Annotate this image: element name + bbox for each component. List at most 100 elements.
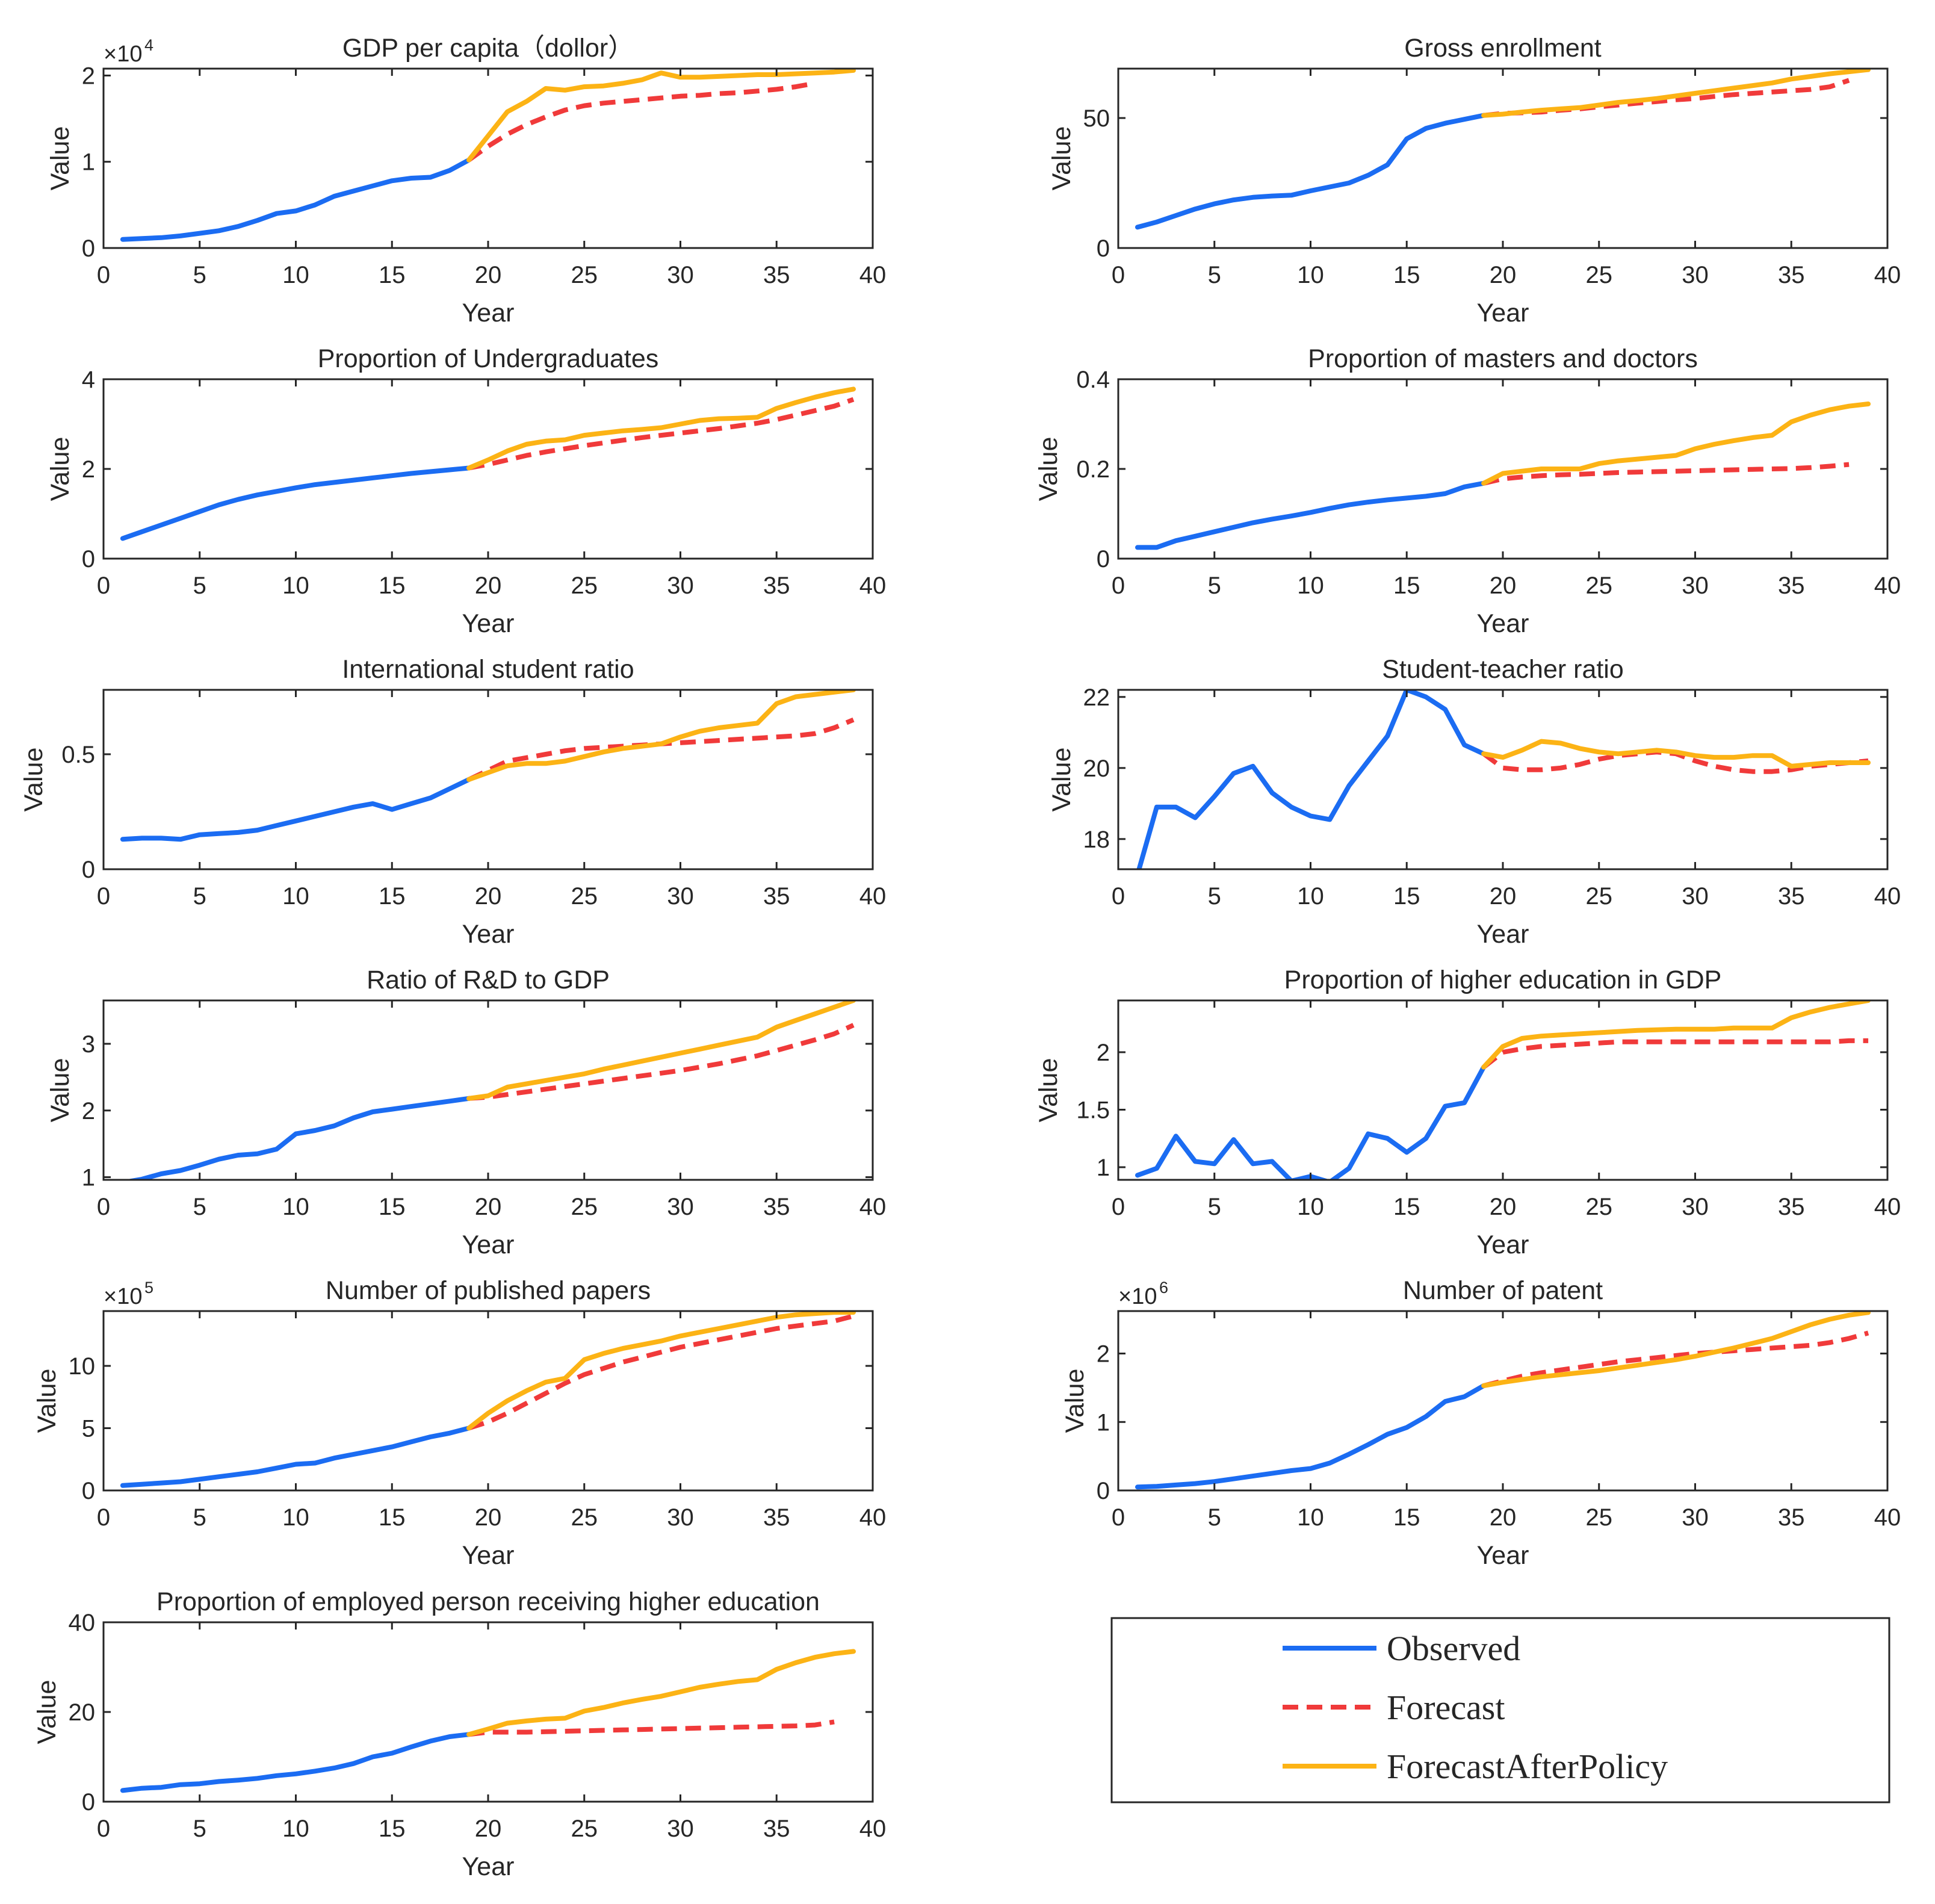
student-teacher-ratio-x-tick-label: 0	[1112, 883, 1125, 910]
student-teacher-ratio-x-tick-label: 10	[1297, 883, 1324, 910]
number-of-published-papers-x-tick-label: 40	[859, 1504, 887, 1531]
proportion-of-higher-education-in-gdp-x-tick-label: 35	[1778, 1194, 1805, 1220]
ratio-of-r-d-to-gdp-x-tick-label: 40	[859, 1194, 887, 1220]
proportion-of-employed-person-receiving-higher-education-observed-line	[120, 1732, 471, 1793]
ratio-of-r-d-to-gdp-x-axis-label: Year	[462, 1230, 515, 1259]
number-of-published-papers-y-tick-label: 10	[69, 1353, 96, 1380]
student-teacher-ratio-forecastafterpolicy-line	[1481, 739, 1871, 769]
proportion-of-masters-and-doctors-y-tick-label: 0.4	[1076, 367, 1110, 393]
ratio-of-r-d-to-gdp-x-tick-label: 20	[475, 1194, 502, 1220]
proportion-of-employed-person-receiving-higher-education-plot-area	[104, 1622, 873, 1802]
proportion-of-employed-person-receiving-higher-education-y-tick-label: 20	[69, 1699, 96, 1726]
proportion-of-masters-and-doctors-x-tick-label: 25	[1586, 572, 1613, 599]
proportion-of-employed-person-receiving-higher-education-y-tick-label: 40	[69, 1610, 96, 1636]
gdp-per-capita-dollor-x-axis-label: Year	[462, 299, 515, 327]
number-of-published-papers-forecast-line	[468, 1313, 855, 1431]
gross-enrollment-title: Gross enrollment	[1404, 34, 1601, 63]
gdp-per-capita-dollor-exponent-power: 4	[144, 36, 153, 54]
proportion-of-higher-education-in-gdp-x-tick-label: 15	[1393, 1194, 1420, 1220]
chart-ratio-of-r-d-to-gdp: 0 5 10 15 20 25 30 35 40 1 2 3 Ratio of R&D to GDP Ye…	[46, 966, 886, 1259]
ratio-of-r-d-to-gdp-title: Ratio of R&D to GDP	[367, 966, 610, 994]
international-student-ratio-x-tick-label: 40	[859, 883, 887, 910]
international-student-ratio-title: International student ratio	[342, 655, 634, 684]
number-of-patent-y-axis-label: Value	[1060, 1369, 1089, 1433]
proportion-of-employed-person-receiving-higher-education-x-axis-label: Year	[462, 1852, 515, 1881]
ratio-of-r-d-to-gdp-x-tick-label: 15	[379, 1194, 406, 1220]
number-of-patent-x-tick-label: 30	[1682, 1504, 1709, 1531]
proportion-of-employed-person-receiving-higher-education-x-tick-label: 10	[282, 1816, 309, 1842]
proportion-of-masters-and-doctors-x-tick-label: 0	[1112, 572, 1125, 599]
gdp-per-capita-dollor-observed-line	[120, 157, 471, 242]
proportion-of-masters-and-doctors-x-tick-label: 10	[1297, 572, 1324, 599]
chart-number-of-patent: 0 5 10 15 20 25 30 35 40 0 1 2 Number of patent Year V…	[1060, 1276, 1901, 1570]
ratio-of-r-d-to-gdp-y-tick-label: 2	[82, 1098, 95, 1124]
number-of-published-papers-x-tick-label: 35	[763, 1504, 790, 1531]
ratio-of-r-d-to-gdp-x-tick-label: 30	[667, 1194, 694, 1220]
number-of-published-papers-x-tick-label: 5	[193, 1504, 206, 1531]
student-teacher-ratio-x-tick-label: 15	[1393, 883, 1420, 910]
ratio-of-r-d-to-gdp-plot-area	[104, 1000, 873, 1180]
international-student-ratio-y-tick-label: 0.5	[61, 742, 95, 768]
international-student-ratio-y-tick-label: 0	[82, 857, 95, 883]
proportion-of-undergraduates-y-tick-label: 2	[82, 456, 95, 483]
proportion-of-higher-education-in-gdp-x-tick-label: 5	[1208, 1194, 1221, 1220]
proportion-of-masters-and-doctors-y-axis-label: Value	[1034, 437, 1063, 501]
number-of-patent-exponent-base: ×10	[1118, 1284, 1157, 1309]
proportion-of-employed-person-receiving-higher-education-x-tick-label: 35	[763, 1816, 790, 1842]
student-teacher-ratio-y-tick-label: 20	[1083, 755, 1110, 782]
student-teacher-ratio-plot-area	[1118, 690, 1887, 869]
gross-enrollment-x-tick-label: 0	[1112, 262, 1125, 288]
student-teacher-ratio-observed-line	[1136, 690, 1487, 869]
proportion-of-employed-person-receiving-higher-education-x-tick-label: 25	[571, 1816, 598, 1842]
legend-box	[1110, 1617, 1890, 1803]
international-student-ratio-x-tick-label: 15	[379, 883, 406, 910]
proportion-of-masters-and-doctors-y-tick-label: 0	[1097, 546, 1110, 572]
international-student-ratio-x-tick-label: 10	[282, 883, 309, 910]
chart-proportion-of-undergraduates: 0 5 10 15 20 25 30 35 40 0 2 4 Proportion of Undergr…	[46, 344, 886, 638]
chart-proportion-of-masters-and-doctors: 0 5 10 15 20 25 30 35 40 0 0.2 0.4 Proportion of mas…	[1034, 344, 1901, 638]
number-of-patent-x-tick-label: 25	[1586, 1504, 1613, 1531]
ratio-of-r-d-to-gdp-x-tick-label: 10	[282, 1194, 309, 1220]
proportion-of-employed-person-receiving-higher-education-y-axis-label: Value	[33, 1680, 61, 1744]
ratio-of-r-d-to-gdp-x-tick-label: 5	[193, 1194, 206, 1220]
proportion-of-higher-education-in-gdp-y-tick-label: 2	[1097, 1040, 1110, 1066]
number-of-patent-x-tick-label: 10	[1297, 1504, 1324, 1531]
gdp-per-capita-dollor-y-tick-label: 0	[82, 235, 95, 262]
ratio-of-r-d-to-gdp-observed-line	[123, 1096, 471, 1180]
international-student-ratio-x-tick-label: 20	[475, 883, 502, 910]
ratio-of-r-d-to-gdp-x-tick-label: 25	[571, 1194, 598, 1220]
number-of-published-papers-x-axis-label: Year	[462, 1541, 515, 1570]
number-of-published-papers-observed-line	[120, 1425, 471, 1488]
number-of-patent-exponent-power: 6	[1159, 1279, 1168, 1297]
number-of-patent-observed-line	[1135, 1383, 1487, 1490]
gdp-per-capita-dollor-x-tick-label: 15	[379, 262, 406, 288]
student-teacher-ratio-y-tick-label: 18	[1083, 826, 1110, 853]
proportion-of-undergraduates-forecast-line	[468, 397, 855, 471]
proportion-of-higher-education-in-gdp-x-tick-label: 0	[1112, 1194, 1125, 1220]
proportion-of-employed-person-receiving-higher-education-x-tick-label: 15	[379, 1816, 406, 1842]
proportion-of-employed-person-receiving-higher-education-x-tick-label: 40	[859, 1816, 887, 1842]
student-teacher-ratio-x-tick-label: 35	[1778, 883, 1805, 910]
gdp-per-capita-dollor-title: GDP per capita（dollor）	[342, 34, 634, 63]
proportion-of-masters-and-doctors-forecast-line	[1483, 462, 1850, 486]
number-of-patent-x-axis-label: Year	[1477, 1541, 1529, 1570]
chart-international-student-ratio: 0 5 10 15 20 25 30 35 40 0 0.5 International studen…	[19, 655, 886, 949]
proportion-of-higher-education-in-gdp-y-axis-label: Value	[1034, 1058, 1063, 1123]
gdp-per-capita-dollor-x-tick-label: 30	[667, 262, 694, 288]
legend: Observed Forecast ForecastAfterPolicy	[1110, 1617, 1890, 1803]
proportion-of-employed-person-receiving-higher-education-x-tick-label: 0	[97, 1816, 110, 1842]
ratio-of-r-d-to-gdp-y-tick-label: 1	[82, 1165, 95, 1191]
chart-number-of-published-papers: 0 5 10 15 20 25 30 35 40 0 5 10 Number of published …	[33, 1276, 886, 1570]
international-student-ratio-x-axis-label: Year	[462, 920, 515, 949]
number-of-published-papers-plot-area	[104, 1311, 873, 1490]
gdp-per-capita-dollor-y-tick-label: 1	[82, 149, 95, 176]
proportion-of-undergraduates-forecastafterpolicy-line	[466, 386, 856, 471]
proportion-of-undergraduates-x-tick-label: 10	[282, 572, 309, 599]
proportion-of-higher-education-in-gdp-x-tick-label: 10	[1297, 1194, 1324, 1220]
gdp-per-capita-dollor-x-tick-label: 25	[571, 262, 598, 288]
international-student-ratio-y-axis-label: Value	[19, 748, 48, 812]
proportion-of-undergraduates-x-tick-label: 40	[859, 572, 887, 599]
gross-enrollment-forecastafterpolicy-line	[1481, 69, 1871, 118]
international-student-ratio-x-tick-label: 5	[193, 883, 206, 910]
